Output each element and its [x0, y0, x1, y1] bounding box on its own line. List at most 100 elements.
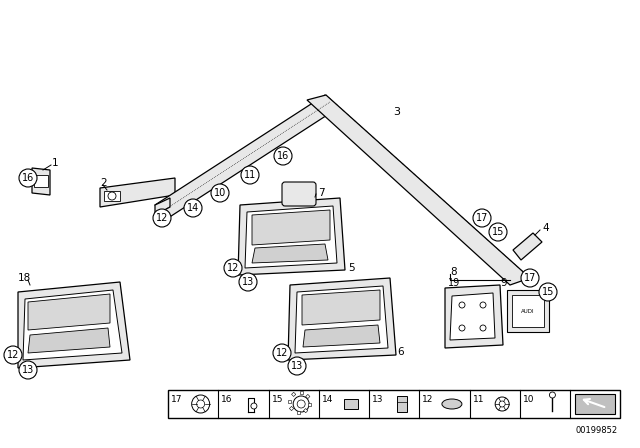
Text: 6: 6	[397, 347, 404, 357]
Text: 12: 12	[422, 395, 434, 404]
Circle shape	[521, 269, 539, 287]
Polygon shape	[303, 325, 380, 347]
Circle shape	[241, 166, 259, 184]
Circle shape	[191, 395, 210, 413]
Polygon shape	[295, 286, 388, 353]
Text: 14: 14	[322, 395, 333, 404]
Bar	[292, 392, 296, 396]
Text: 4: 4	[542, 223, 548, 233]
Bar	[288, 400, 291, 402]
Polygon shape	[515, 295, 543, 322]
Text: 12: 12	[156, 213, 168, 223]
Circle shape	[473, 209, 491, 227]
Circle shape	[539, 283, 557, 301]
Polygon shape	[18, 282, 130, 368]
Text: 12: 12	[276, 348, 288, 358]
Polygon shape	[252, 244, 328, 263]
Text: 17: 17	[476, 213, 488, 223]
Circle shape	[239, 273, 257, 291]
Polygon shape	[445, 285, 503, 348]
Text: 15: 15	[271, 395, 283, 404]
Circle shape	[108, 192, 116, 200]
Polygon shape	[28, 294, 110, 330]
Text: 13: 13	[242, 277, 254, 287]
Text: 7: 7	[318, 188, 324, 198]
Text: 12: 12	[7, 350, 19, 360]
Text: 3: 3	[393, 107, 400, 117]
Text: 11: 11	[244, 170, 256, 180]
Polygon shape	[288, 278, 396, 360]
Polygon shape	[513, 233, 542, 260]
Polygon shape	[155, 198, 170, 215]
Text: 5: 5	[348, 263, 355, 273]
Circle shape	[211, 184, 229, 202]
Bar	[507, 290, 549, 332]
Polygon shape	[252, 210, 330, 245]
Text: 16: 16	[277, 151, 289, 161]
Text: 2: 2	[100, 178, 107, 188]
Bar	[512, 295, 544, 327]
Text: 19: 19	[448, 278, 460, 288]
Bar	[289, 406, 294, 411]
Circle shape	[4, 346, 22, 364]
Circle shape	[251, 403, 257, 409]
Circle shape	[153, 209, 171, 227]
Bar	[575, 394, 615, 414]
Text: 13: 13	[372, 395, 383, 404]
Text: 15: 15	[542, 287, 554, 297]
Text: 14: 14	[187, 203, 199, 213]
Bar	[34, 175, 48, 187]
Circle shape	[196, 400, 205, 408]
Circle shape	[495, 397, 509, 411]
Text: 1: 1	[52, 158, 59, 168]
Circle shape	[184, 199, 202, 217]
Circle shape	[480, 302, 486, 308]
Bar	[104, 191, 120, 201]
Circle shape	[19, 361, 37, 379]
Text: 16: 16	[22, 173, 34, 183]
Circle shape	[480, 325, 486, 331]
Ellipse shape	[442, 399, 462, 409]
Circle shape	[19, 169, 37, 187]
Text: AUDI: AUDI	[521, 309, 535, 314]
Polygon shape	[32, 168, 50, 195]
Circle shape	[274, 147, 292, 165]
Polygon shape	[245, 206, 337, 268]
Bar	[297, 411, 300, 414]
Circle shape	[297, 400, 305, 408]
Text: 11: 11	[472, 395, 484, 404]
Polygon shape	[450, 293, 495, 340]
Text: 15: 15	[492, 227, 504, 237]
Text: 10: 10	[214, 188, 226, 198]
Bar	[168, 390, 620, 418]
Circle shape	[499, 401, 505, 407]
Text: 18: 18	[18, 273, 31, 283]
FancyBboxPatch shape	[282, 182, 316, 206]
Circle shape	[224, 259, 242, 277]
Circle shape	[288, 357, 306, 375]
Text: 10: 10	[523, 395, 534, 404]
Polygon shape	[238, 198, 345, 275]
Bar	[306, 394, 310, 399]
Bar	[303, 409, 308, 413]
Circle shape	[273, 344, 291, 362]
Circle shape	[459, 302, 465, 308]
Polygon shape	[307, 95, 530, 285]
Text: 12: 12	[227, 263, 239, 273]
Text: 17: 17	[524, 273, 536, 283]
Bar	[308, 402, 311, 405]
Polygon shape	[155, 95, 338, 220]
Circle shape	[459, 325, 465, 331]
Text: 13: 13	[22, 365, 34, 375]
Polygon shape	[28, 328, 110, 353]
Text: 9: 9	[500, 278, 507, 288]
Bar	[344, 399, 358, 409]
Text: 13: 13	[291, 361, 303, 371]
Circle shape	[293, 396, 309, 412]
Text: 17: 17	[171, 395, 182, 404]
Polygon shape	[23, 290, 122, 360]
Circle shape	[489, 223, 507, 241]
Text: 8: 8	[450, 267, 456, 277]
Polygon shape	[302, 290, 380, 325]
Bar	[397, 396, 406, 412]
